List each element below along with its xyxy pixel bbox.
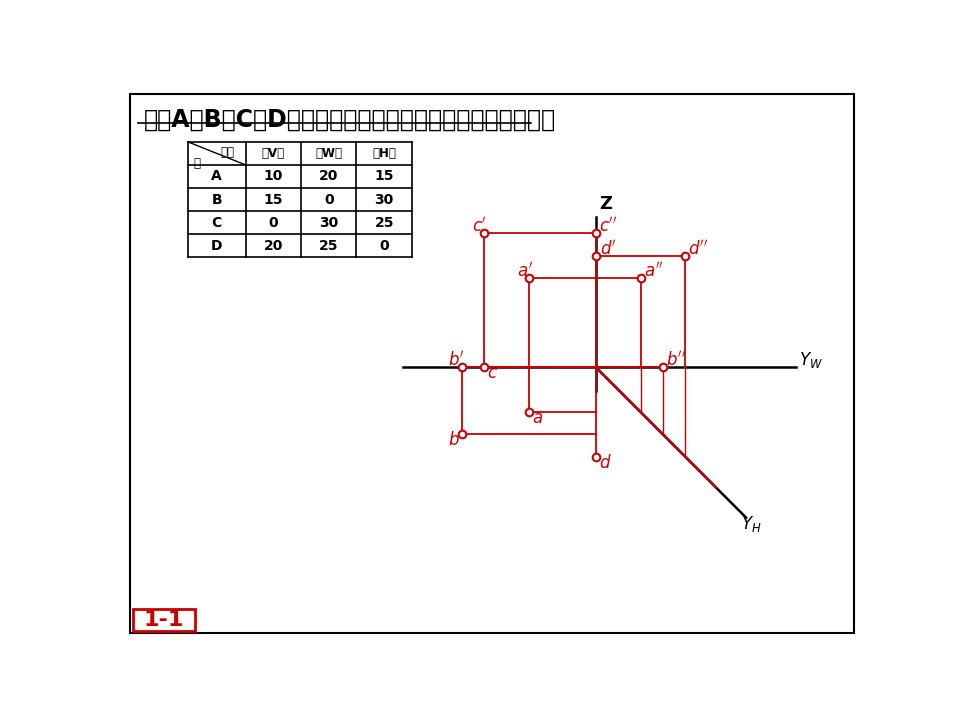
Text: 30: 30 <box>374 192 394 207</box>
Text: $Y_W$: $Y_W$ <box>800 350 824 370</box>
Text: $b''$: $b''$ <box>666 351 686 370</box>
Text: 10: 10 <box>264 169 283 184</box>
Text: $b$: $b$ <box>448 431 460 449</box>
Text: 距H面: 距H面 <box>372 147 396 160</box>
Text: A: A <box>211 169 222 184</box>
Text: D: D <box>211 239 223 253</box>
Text: $c''$: $c''$ <box>599 217 617 236</box>
Text: $Y_H$: $Y_H$ <box>741 514 761 534</box>
Text: 15: 15 <box>264 192 283 207</box>
Text: $c'$: $c'$ <box>472 217 487 236</box>
Text: $b'$: $b'$ <box>448 351 465 370</box>
Text: $d''$: $d''$ <box>688 239 708 258</box>
Text: 1-1: 1-1 <box>144 610 184 630</box>
Text: $a''$: $a''$ <box>644 261 663 281</box>
Text: 距离: 距离 <box>221 146 235 159</box>
Text: 0: 0 <box>379 239 389 253</box>
Text: 0: 0 <box>324 192 333 207</box>
Text: 点: 点 <box>194 157 201 170</box>
Text: 距W面: 距W面 <box>315 147 343 160</box>
Text: 15: 15 <box>374 169 394 184</box>
Text: B: B <box>211 192 222 207</box>
Text: 0: 0 <box>269 216 278 230</box>
Text: 20: 20 <box>319 169 339 184</box>
Text: 25: 25 <box>374 216 394 230</box>
Text: $d'$: $d'$ <box>600 239 616 258</box>
Text: $a'$: $a'$ <box>516 261 533 281</box>
Text: $c$: $c$ <box>488 364 498 382</box>
Text: $d$: $d$ <box>599 454 612 472</box>
Text: 25: 25 <box>319 239 339 253</box>
Text: $a$: $a$ <box>532 409 543 427</box>
Text: 距V面: 距V面 <box>262 147 285 160</box>
Text: 已知A、B、C、D各点到投影面的距离，画出它们的三投影。: 已知A、B、C、D各点到投影面的距离，画出它们的三投影。 <box>144 108 556 132</box>
Text: C: C <box>211 216 222 230</box>
Bar <box>133 609 195 631</box>
Text: Z: Z <box>599 195 612 213</box>
Text: 20: 20 <box>264 239 283 253</box>
Text: 30: 30 <box>319 216 338 230</box>
